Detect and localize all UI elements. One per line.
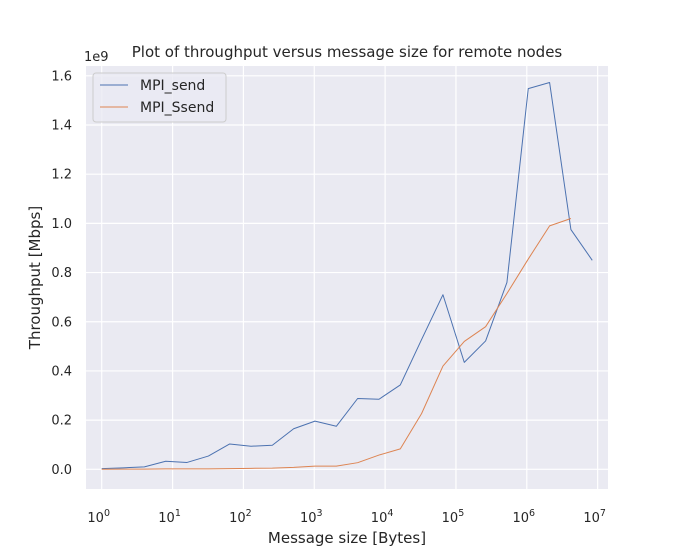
y-tick-label: 1.4 [51, 119, 72, 134]
x-tick-label: 104 [371, 508, 394, 526]
series-lines [101, 81, 593, 470]
x-tick-label: 106 [513, 508, 536, 526]
y-tick-label: 0.2 [51, 414, 72, 429]
x-tick-label: 100 [87, 508, 110, 526]
x-tick-label: 105 [442, 508, 465, 526]
y-tick-label: 0.6 [51, 315, 72, 330]
plot-area [86, 66, 608, 489]
legend: MPI_send MPI_Ssend [92, 72, 227, 123]
x-tick-label: 103 [300, 508, 323, 526]
legend-label: MPI_Ssend [140, 100, 214, 116]
x-tick-label: 101 [158, 508, 181, 526]
x-axis-label: Message size [Bytes] [268, 529, 426, 547]
y-tick-label: 1.6 [51, 69, 72, 84]
y-axis-label: Throughput [Mbps] [26, 206, 44, 350]
x-tick-label: 102 [229, 508, 252, 526]
y-tick-label: 0.4 [51, 364, 72, 379]
tick-labels: 0.0 0.2 0.4 0.6 0.8 1.0 1.2 1.4 1.6 100 101 102 103 1… [51, 69, 606, 526]
y-tick-label: 1.0 [51, 217, 72, 232]
chart-title: Plot of throughput versus message size f… [132, 43, 563, 61]
y-axis-offset-label: 1e9 [84, 50, 109, 65]
series-line-mpi-send [101, 81, 593, 470]
legend-label: MPI_send [140, 78, 205, 94]
y-tick-label: 0.0 [51, 463, 72, 478]
x-tick-label: 107 [583, 508, 606, 526]
series-line-mpi-ssend [101, 218, 572, 470]
y-tick-label: 0.8 [51, 266, 72, 281]
y-tick-label: 1.2 [51, 168, 72, 183]
